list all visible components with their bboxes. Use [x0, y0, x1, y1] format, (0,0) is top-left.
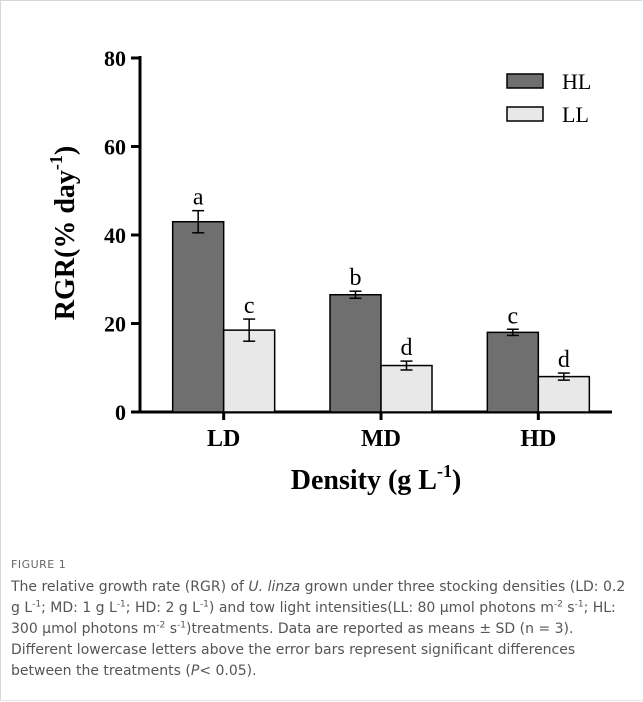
- bar-chart: 0 20 40 60 80 a c b d c d LD MD HD HL LL RGR(% day-…: [46, 46, 612, 496]
- y-tick-label: 40: [104, 223, 126, 248]
- bars: a c b d c d: [171, 185, 591, 413]
- significance-letter: a: [193, 185, 204, 211]
- figure-label: FIGURE 1: [11, 558, 67, 571]
- significance-letter: c: [508, 303, 519, 329]
- bar-ll-ld: [222, 329, 276, 413]
- legend: HL LL: [506, 69, 591, 127]
- x-tick-label: HD: [520, 426, 556, 452]
- bottom-rule: [0, 700, 643, 701]
- bar-ll-md: [380, 364, 433, 413]
- legend-swatch-ll: [506, 106, 544, 122]
- y-ticks: 0 20 40 60 80: [104, 46, 140, 425]
- y-axis-title: RGR(% day-1): [46, 146, 81, 320]
- figure-caption-text: The relative growth rate (RGR) of U. lin…: [11, 579, 626, 679]
- x-tick-label: LD: [207, 426, 240, 452]
- x-axis-title: Density (g L-1): [291, 461, 462, 496]
- bar-hl-hd: [486, 331, 540, 413]
- significance-letter: d: [401, 335, 413, 361]
- y-tick-label: 20: [104, 312, 126, 337]
- y-tick-label: 80: [104, 46, 126, 71]
- legend-swatch-hl: [506, 73, 544, 89]
- significance-letter: b: [350, 265, 362, 291]
- significance-letter: d: [558, 347, 570, 373]
- y-tick-label: 60: [104, 135, 126, 160]
- legend-label-ll: LL: [562, 102, 589, 127]
- y-tick-label: 0: [115, 400, 126, 425]
- x-tick-label: MD: [361, 426, 401, 452]
- bar-hl-md: [329, 293, 382, 413]
- legend-label-hl: HL: [562, 69, 591, 94]
- x-categories: LD MD HD: [207, 412, 556, 452]
- bar-hl-ld: [171, 220, 225, 413]
- significance-letter: c: [244, 293, 255, 319]
- bar-ll-hd: [537, 375, 591, 413]
- figure-caption: FIGURE 1 The relative growth rate (RGR) …: [11, 558, 626, 682]
